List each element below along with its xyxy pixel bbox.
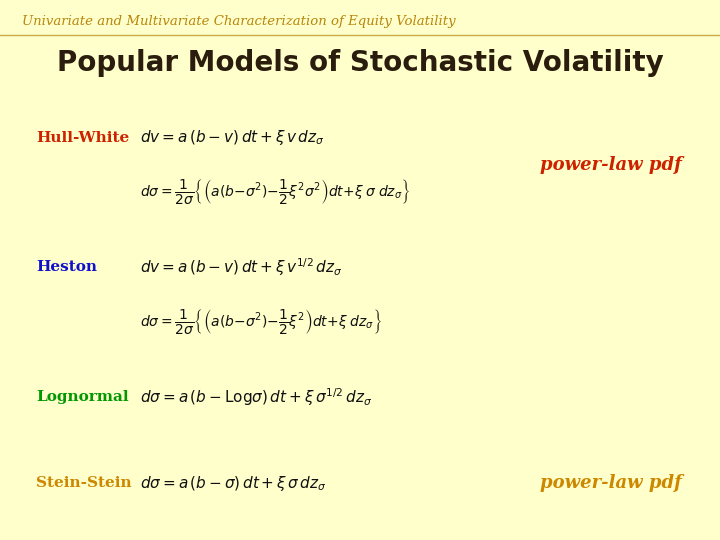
Text: $dv = a\,(b - v)\,dt + \xi\,v^{1/2}\,dz_{\sigma}$: $dv = a\,(b - v)\,dt + \xi\,v^{1/2}\,dz_… — [140, 256, 343, 278]
Text: $d\sigma = \dfrac{1}{2\sigma}\left\{\left(a(b{-}\sigma^2){-}\dfrac{1}{2}\xi^2\si: $d\sigma = \dfrac{1}{2\sigma}\left\{\lef… — [140, 177, 411, 206]
Text: $d\sigma = a\,(b - \mathrm{Log}\sigma)\,dt + \xi\,\sigma^{1/2}\,dz_{\sigma}$: $d\sigma = a\,(b - \mathrm{Log}\sigma)\,… — [140, 386, 372, 408]
Text: Popular Models of Stochastic Volatility: Popular Models of Stochastic Volatility — [57, 49, 663, 77]
Text: $d\sigma = a\,(b - \sigma)\,dt + \xi\,\sigma\,dz_{\sigma}$: $d\sigma = a\,(b - \sigma)\,dt + \xi\,\s… — [140, 474, 327, 493]
Text: $dv = a\,(b - v)\,dt + \xi\,v\,dz_{\sigma}$: $dv = a\,(b - v)\,dt + \xi\,v\,dz_{\sigm… — [140, 128, 325, 147]
Text: Lognormal: Lognormal — [36, 390, 129, 404]
Text: Univariate and Multivariate Characterization of Equity Volatility: Univariate and Multivariate Characteriza… — [22, 15, 455, 28]
Text: Heston: Heston — [36, 260, 97, 274]
Text: power-law pdf: power-law pdf — [540, 474, 682, 492]
Text: Hull-White: Hull-White — [36, 131, 130, 145]
Text: power-law pdf: power-law pdf — [540, 156, 682, 174]
Text: Stein-Stein: Stein-Stein — [36, 476, 132, 490]
Text: $d\sigma = \dfrac{1}{2\sigma}\left\{\left(a(b{-}\sigma^2){-}\dfrac{1}{2}\xi^2\ri: $d\sigma = \dfrac{1}{2\sigma}\left\{\lef… — [140, 307, 382, 336]
